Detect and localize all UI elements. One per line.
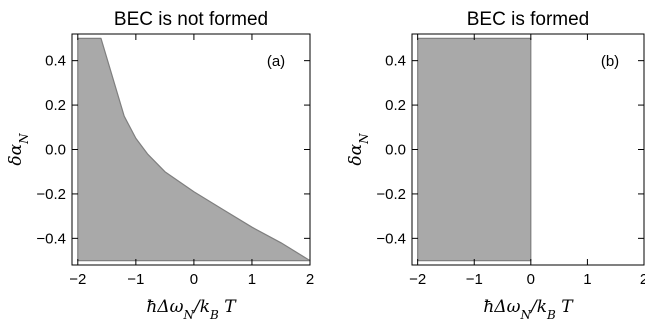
- panel-b: −2 −1 0 1 2 −0.4 −0.2 0.0 0.2 0.4 BEC is formed (b)…: [346, 9, 645, 322]
- shaded-region: [77, 37, 311, 262]
- x-tick-label: 2: [306, 271, 314, 288]
- y-tick-label: −0.4: [36, 230, 66, 247]
- x-tick-label: 0: [527, 271, 535, 288]
- y-tick-label: 0.4: [385, 53, 406, 70]
- y-tick-label: −0.4: [376, 230, 406, 247]
- y-tick-label: 0.2: [385, 97, 406, 114]
- panel-label: (b): [601, 53, 619, 70]
- x-tick-label: −2: [69, 271, 86, 288]
- x-tick-label: 1: [248, 271, 256, 288]
- y-tick-label: −0.2: [376, 186, 406, 203]
- chart-title: BEC is formed: [467, 9, 589, 30]
- x-tick-label: 2: [640, 271, 645, 288]
- y-axis-label: δαN: [346, 133, 371, 166]
- shaded-region: [417, 37, 532, 262]
- y-tick-label: 0.0: [45, 142, 66, 159]
- y-tick-label: 0.4: [45, 53, 66, 70]
- y-tick-label: −0.2: [36, 186, 66, 203]
- chart-title: BEC is not formed: [114, 9, 268, 30]
- x-axis-label: ħΔωN/kB T: [146, 297, 237, 322]
- y-tick-label: 0.0: [385, 142, 406, 159]
- y-axis-label: δαN: [6, 133, 31, 166]
- x-tick-label: −1: [127, 271, 144, 288]
- x-tick-label: 1: [583, 271, 591, 288]
- y-tick-label: 0.2: [45, 97, 66, 114]
- panel-label: (a): [267, 53, 285, 70]
- x-tick-label: 0: [190, 271, 198, 288]
- x-axis-label: ħΔωN/kB T: [483, 297, 574, 322]
- x-tick-label: −1: [466, 271, 483, 288]
- x-tick-label: −2: [409, 271, 426, 288]
- panel-a: −2 −1 0 1 2 −0.4 −0.2 0.0 0.2 0.4 BEC is not forme…: [6, 9, 314, 322]
